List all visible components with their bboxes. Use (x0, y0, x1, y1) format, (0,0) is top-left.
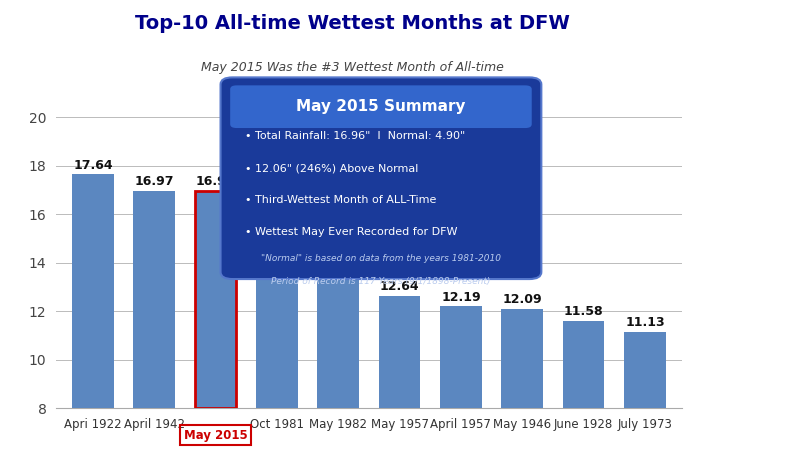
Text: 11.58: 11.58 (564, 305, 603, 318)
Bar (195, 191, 237, 408)
Text: 14.18: 14.18 (257, 242, 297, 256)
Bar (563, 321, 605, 408)
Bar (72, 174, 114, 408)
Bar (379, 295, 420, 408)
Text: • Total Rainfall: 16.96"  I  Normal: 4.90": • Total Rainfall: 16.96" I Normal: 4.90" (245, 131, 465, 141)
Text: "Normal" is based on data from the years 1981-2010: "Normal" is based on data from the years… (261, 254, 501, 263)
Text: 12.09: 12.09 (502, 293, 542, 306)
Text: May 2015 Summary: May 2015 Summary (296, 99, 466, 114)
Text: Top-10 All-time Wettest Months at DFW: Top-10 All-time Wettest Months at DFW (136, 14, 570, 33)
Bar (256, 258, 298, 408)
Bar (501, 309, 543, 408)
Text: 11.13: 11.13 (625, 316, 665, 329)
Text: 12.19: 12.19 (441, 291, 480, 303)
Bar (440, 307, 482, 408)
Text: 13.66: 13.66 (318, 255, 358, 268)
Text: 12.64: 12.64 (380, 280, 419, 293)
Text: • Third-Wettest Month of ALL-Time: • Third-Wettest Month of ALL-Time (245, 195, 436, 205)
Text: May 2015: May 2015 (184, 429, 248, 442)
Text: 17.64: 17.64 (73, 159, 113, 172)
Text: 16.97: 16.97 (135, 175, 174, 188)
Text: 16.96: 16.96 (196, 175, 235, 188)
Bar (133, 191, 175, 408)
Bar (318, 271, 359, 408)
Text: May 2015 Was the #3 Wettest Month of All-time: May 2015 Was the #3 Wettest Month of All… (201, 61, 504, 74)
Bar (624, 332, 666, 408)
Text: Period of Record is 117 Years (9/1/1898-Present): Period of Record is 117 Years (9/1/1898-… (271, 277, 491, 286)
Text: • 12.06" (246%) Above Normal: • 12.06" (246%) Above Normal (245, 163, 418, 173)
Text: • Wettest May Ever Recorded for DFW: • Wettest May Ever Recorded for DFW (245, 227, 457, 237)
